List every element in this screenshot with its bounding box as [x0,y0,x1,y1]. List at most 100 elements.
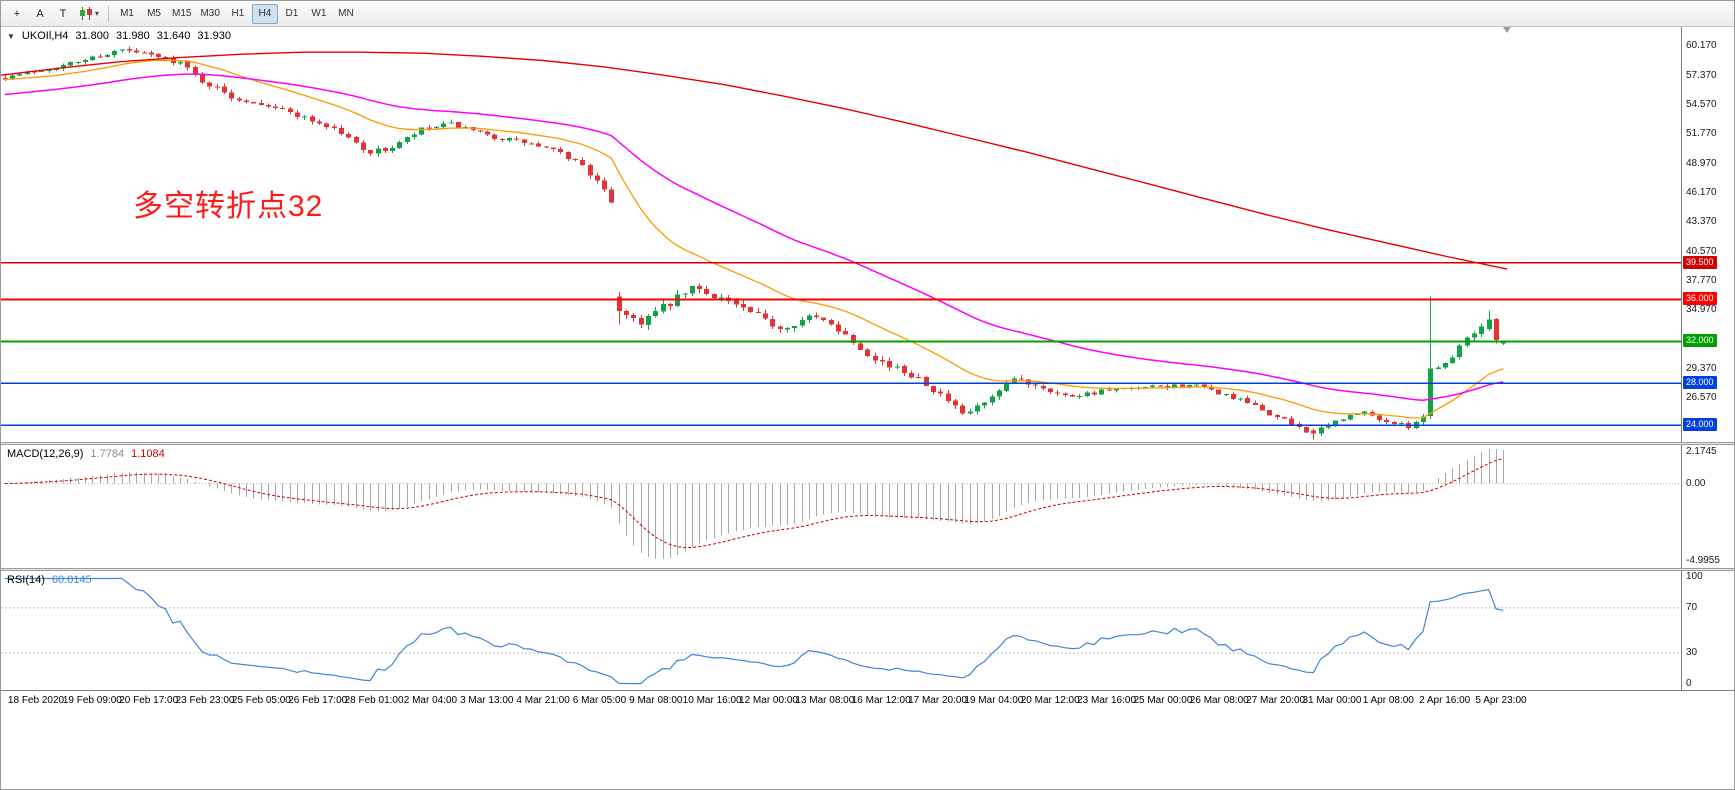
time-axis-label: 27 Mar 20:00 [1246,695,1306,706]
time-axis-label: 19 Mar 04:00 [964,695,1024,706]
timeframe-button-d1[interactable]: D1 [285,8,299,19]
crosshair-tool-button[interactable]: + [6,4,28,24]
time-axis-label: 31 Mar 00:00 [1302,695,1362,706]
time-axis-label: 26 Feb 17:00 [288,695,348,706]
rsi-panel: RSI(14) 60.0145 100 70 30 0 [1,571,1734,690]
time-axis-label: 25 Feb 05:00 [231,695,291,706]
toolbar: + A T ▾ M1 M5 M15 M30 H1 H4 D1 W1 MN [1,1,1734,27]
time-axis-label: 25 Mar 00:00 [1133,695,1193,706]
price-axis-label: 60.170 [1686,40,1717,52]
rsi-label: RSI(14) 60.0145 [7,574,92,586]
time-axis-label: 23 Feb 23:00 [175,695,235,706]
macd-axis-label: -4.9955 [1686,555,1720,566]
text-icon: T [59,7,67,20]
price-axis-label: 26.570 [1686,392,1717,404]
macd-title: MACD(12,26,9) [7,448,84,460]
timeframe-button-h1[interactable]: H1 [231,8,245,19]
price-level-badge: 24.000 [1683,418,1717,432]
macd-axis[interactable]: 2.1745 0.00 -4.9955 [1681,445,1734,568]
macd-label: MACD(12,26,9) 1.7784 1.1084 [7,448,165,460]
rsi-axis-label: 0 [1686,678,1692,689]
ohlc-high: 31.980 [116,30,150,42]
crosshair-icon: + [13,7,21,20]
rsi-axis-label: 100 [1686,571,1703,582]
price-axis-label: 48.970 [1686,157,1717,169]
text-label-icon: A [36,7,44,20]
time-axis-label: 10 Mar 16:00 [682,695,742,706]
time-axis-label: 19 Feb 09:00 [62,695,122,706]
time-axis-label: 12 Mar 00:00 [739,695,798,706]
macd-main-value: 1.7784 [90,448,125,460]
text-label-tool-button[interactable]: A [29,4,51,24]
time-axis-label: 6 Mar 05:00 [572,695,627,706]
timeframe-button-h4[interactable]: H4 [251,3,278,24]
chevron-down-icon: ▾ [95,9,100,18]
time-axis-label: 26 Mar 08:00 [1189,695,1249,706]
macd-axis-label: 0.00 [1686,477,1706,489]
chart-annotation-text[interactable]: 多空转折点32 [133,189,324,223]
chart-type-button[interactable]: ▾ [75,4,103,24]
price-axis-label: 46.170 [1686,186,1717,198]
time-axis[interactable]: 18 Feb 2020 19 Feb 09:00 20 Feb 17:00 23 Fe… [1,690,1734,712]
price-axis-label: 57.370 [1686,69,1717,81]
price-axis-label: 37.770 [1686,274,1717,286]
time-axis-label: 18 Feb 2020 [7,695,65,706]
ohlc-low: 31.640 [156,30,191,42]
time-axis-label: 4 Mar 21:00 [516,695,570,706]
main-chart-panel: ▼ UKOIl,H4 31.800 31.980 31.640 31.930 多… [1,27,1734,442]
timeframe-button-w1[interactable]: W1 [311,8,327,19]
time-axis-label: 23 Mar 16:00 [1077,695,1137,706]
macd-panel: MACD(12,26,9) 1.7784 1.1084 2.1745 0.00 -4… [1,445,1734,568]
time-axis-label: 1 Apr 08:00 [1362,695,1414,706]
text-tool-button[interactable]: T [52,4,74,24]
panel-splitter[interactable] [1,568,1734,571]
symbol-timeframe-label: UKOIl,H4 [21,30,69,42]
time-axis-label: 17 Mar 20:00 [908,695,967,706]
price-axis-label: 40.570 [1686,245,1717,257]
rsi-axis[interactable]: 100 70 30 0 [1681,571,1734,690]
macd-axis-label: 2.1745 [1686,446,1717,457]
time-axis-label: 3 Mar 13:00 [460,695,514,706]
time-axis-label: 2 Mar 04:00 [403,695,458,706]
price-axis-label: 29.370 [1686,362,1717,374]
price-level-badge: 36.000 [1683,292,1717,306]
main-chart-canvas[interactable] [1,27,1681,442]
timeframe-button-m1[interactable]: M1 [120,8,134,19]
time-axis-label: 20 Feb 17:00 [119,695,179,706]
rsi-canvas[interactable] [1,571,1681,690]
time-axis-label: 2 Apr 16:00 [1419,695,1471,706]
ohlc-close: 31.930 [197,30,232,42]
price-level-badge: 39.500 [1683,255,1717,269]
symbol-dropdown-icon[interactable]: ▼ [7,31,15,41]
symbol-info: ▼ UKOIl,H4 31.800 31.980 31.640 31.930 [7,30,231,42]
timeframe-button-m15[interactable]: M15 [172,8,192,19]
price-level-badge: 28.000 [1683,376,1717,390]
toolbar-separator [108,5,110,22]
timeframe-group: M1 M5 M15 M30 H1 H4 D1 W1 MN [114,3,359,24]
bottom-area [1,712,1734,789]
price-axis-label: 54.570 [1686,98,1717,110]
rsi-axis-label: 30 [1686,647,1698,659]
timeframe-button-mn[interactable]: MN [338,8,354,19]
time-axis-label: 20 Mar 12:00 [1020,695,1080,706]
rsi-title: RSI(14) [7,574,45,586]
time-axis-label: 28 Feb 01:00 [344,695,404,706]
ohlc-open: 31.800 [75,30,110,42]
timeframe-button-m30[interactable]: M30 [200,8,220,19]
price-axis[interactable]: 60.170 57.370 54.570 51.770 48.970 46.170 43.3… [1681,27,1734,442]
time-axis-label: 9 Mar 08:00 [629,695,683,706]
price-axis-label: 43.370 [1686,216,1717,228]
price-axis-label: 51.770 [1686,128,1717,140]
chart-shift-marker[interactable] [1503,27,1511,33]
rsi-axis-label: 70 [1686,601,1698,613]
time-axis-label: 16 Mar 12:00 [851,695,911,706]
macd-signal-value: 1.1084 [131,448,165,460]
time-axis-label: 13 Mar 08:00 [795,695,855,706]
panel-splitter[interactable] [1,442,1734,445]
price-axis-label: 34.970 [1686,304,1717,316]
timeframe-button-m5[interactable]: M5 [147,8,161,19]
macd-canvas[interactable] [1,445,1681,568]
rsi-value: 60.0145 [51,574,92,586]
time-axis-label: 5 Apr 23:00 [1475,695,1527,706]
